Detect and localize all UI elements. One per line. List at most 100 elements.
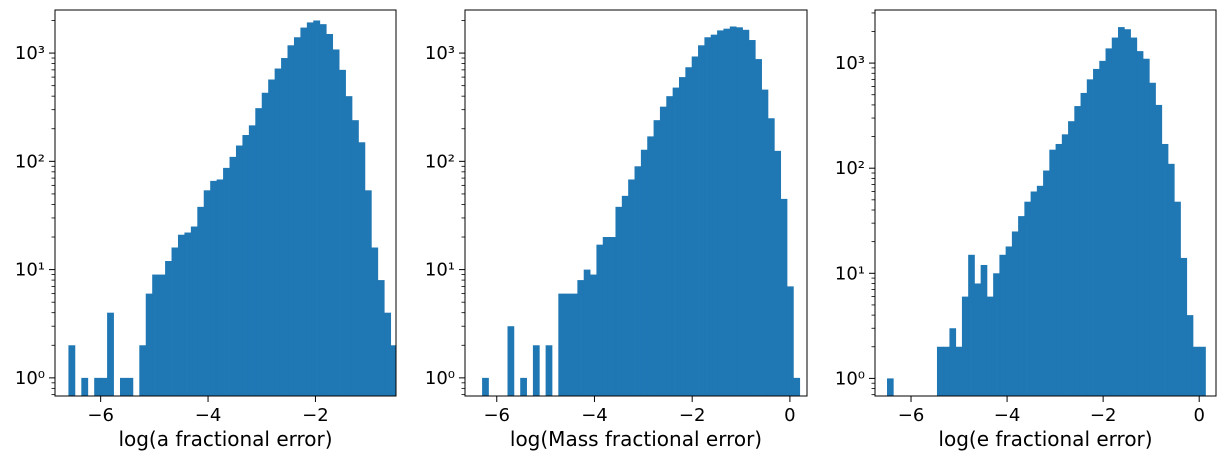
histogram-bar	[666, 96, 674, 396]
histogram-bar	[300, 27, 308, 396]
histogram-bar	[203, 190, 211, 396]
histogram-bar	[678, 77, 686, 396]
histogram-bar	[602, 237, 610, 396]
histogram-bar	[577, 280, 585, 396]
histogram-bar	[793, 377, 801, 396]
histogram-bar	[1118, 27, 1125, 396]
histogram-bar	[81, 377, 89, 396]
histogram-bar	[351, 120, 359, 396]
histogram-bar	[767, 118, 775, 396]
histogram-bar	[94, 377, 102, 396]
histogram-bar	[287, 45, 295, 396]
histogram-bar	[1043, 170, 1050, 396]
histogram-bar	[704, 37, 712, 396]
histogram-bar	[1018, 216, 1025, 396]
y-tick-label: 10⁰	[15, 368, 45, 389]
histogram-bar	[634, 166, 642, 396]
histogram-panel-e: 10⁰ 10¹ 10² 10³ −6 −4 −2 0 log(e fractional erro…	[835, 9, 1217, 451]
histogram-bar	[1036, 185, 1044, 396]
y-tick-label: 10⁰	[835, 368, 865, 389]
y-tick-label: 10²	[425, 151, 455, 172]
histogram-bar	[1086, 79, 1094, 396]
histogram-bar	[590, 274, 597, 396]
histogram-bar	[532, 345, 540, 396]
histogram-bar	[306, 22, 314, 396]
histogram-bar	[1049, 149, 1056, 396]
histogram-bar	[647, 136, 654, 396]
histogram-bar	[710, 34, 718, 396]
x-tick-label: −6	[483, 405, 510, 426]
histogram-bar	[171, 247, 179, 396]
histogram-bar	[1099, 60, 1106, 396]
histogram-bar	[761, 89, 769, 396]
x-tick-label: 0	[784, 405, 795, 426]
histogram-bar	[216, 179, 224, 396]
x-tick-label: −6	[898, 405, 925, 426]
histogram-bar	[126, 377, 134, 396]
histogram-bar	[1068, 121, 1075, 396]
histogram-bar	[1161, 143, 1169, 396]
histogram-bar	[190, 226, 198, 396]
histogram-bar	[326, 34, 334, 396]
histogram-bar	[1055, 143, 1063, 396]
histogram-bar	[255, 108, 263, 396]
histogram-bar	[332, 49, 340, 396]
histogram-bar	[223, 167, 230, 396]
histogram-bar	[107, 312, 114, 396]
y-tick-label: 10³	[835, 53, 865, 74]
axes-frame	[464, 9, 808, 397]
y-tick-label: 10¹	[15, 260, 45, 281]
histogram-bar	[119, 377, 127, 396]
histogram-bar	[1199, 346, 1206, 396]
x-tick-label: −2	[302, 405, 329, 426]
histogram-bar	[293, 37, 301, 396]
x-axis-label: log(Mass fractional error)	[510, 427, 762, 451]
histogram-bar	[1111, 37, 1119, 396]
y-tick-label: 10³	[15, 43, 45, 64]
histogram-bar	[685, 67, 693, 396]
histogram-bar	[242, 135, 250, 396]
histogram-bar	[564, 293, 572, 396]
histogram-bar	[742, 29, 750, 396]
histogram-bar	[596, 244, 604, 396]
axes-frame	[54, 9, 397, 397]
histogram-bar	[1080, 92, 1088, 396]
histogram-bar	[390, 345, 396, 396]
histogram-bar	[717, 30, 724, 396]
histogram-bar	[943, 346, 950, 396]
histogram-bar	[319, 24, 327, 396]
x-tick-label: −4	[994, 405, 1021, 426]
histogram-bar	[1130, 37, 1138, 396]
histogram-bar	[139, 345, 147, 396]
histogram-bar	[1136, 51, 1144, 396]
histogram-bar	[364, 190, 372, 396]
histogram-bar	[1105, 48, 1113, 396]
histogram-bar	[1192, 346, 1200, 396]
histogram-bar	[145, 293, 153, 396]
histogram-bar	[1005, 246, 1013, 396]
histogram-bar	[268, 79, 276, 396]
y-tick-label: 10²	[835, 158, 865, 179]
histogram-bar	[1167, 163, 1175, 396]
x-tick-label: −2	[1090, 405, 1117, 426]
histogram-bar	[993, 273, 1000, 396]
histogram-bar	[628, 179, 635, 396]
histogram-bar	[158, 274, 166, 396]
bars-group	[68, 20, 396, 396]
histogram-panel-mass: 10⁰ 10¹ 10² 10³ −6 −4 −2 0 log(Mass fractional e…	[425, 9, 808, 451]
histogram-bar	[968, 254, 975, 396]
x-axis-label: log(a fractional error)	[118, 427, 332, 451]
histogram-bar	[1024, 201, 1032, 396]
x-tick-label: −4	[195, 405, 222, 426]
y-tick-label: 10²	[15, 151, 45, 172]
histogram-bar	[1061, 134, 1069, 396]
histogram-bar	[177, 234, 185, 396]
histogram-bar	[653, 120, 661, 396]
x-tick-label: −2	[679, 405, 706, 426]
histogram-bar	[558, 293, 566, 396]
histogram-bar	[723, 28, 731, 396]
histogram-bar	[152, 274, 160, 396]
histogram-bar	[786, 286, 794, 396]
histogram-bar	[384, 312, 392, 396]
